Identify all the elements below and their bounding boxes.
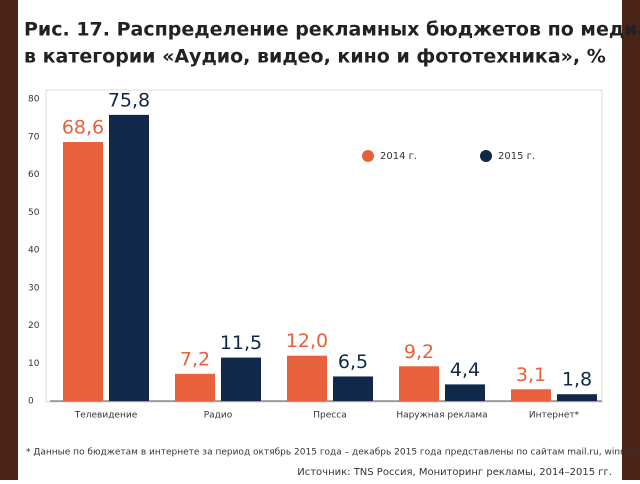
value-label: 1,8 (562, 369, 592, 391)
x-tick-label: Радио (204, 411, 233, 421)
bar (557, 394, 597, 401)
bar (511, 389, 551, 401)
legend-label: 2015 г. (498, 151, 535, 162)
source: Источник: TNS Россия, Мониторинг рекламы… (297, 467, 612, 478)
y-tick-label: 30 (28, 283, 40, 293)
bar (287, 355, 327, 401)
legend-marker (362, 150, 374, 162)
y-tick-label: 20 (28, 321, 40, 331)
y-tick-label: 80 (28, 95, 40, 105)
bar (221, 357, 261, 401)
x-tick-label: Интернет* (529, 411, 580, 421)
y-tick-label: 60 (28, 170, 40, 180)
value-label: 3,1 (516, 364, 546, 386)
y-tick-label: 70 (28, 132, 40, 142)
bar (175, 373, 215, 401)
legend-label: 2014 г. (380, 151, 417, 162)
bar (109, 114, 149, 401)
slide (18, 0, 622, 480)
plot-frame (45, 89, 603, 403)
value-label: 68,6 (62, 117, 104, 139)
chart-title: в категории «Аудио, видео, кино и фототе… (24, 46, 606, 68)
footnote: * Данные по бюджетам в интернете за пери… (26, 448, 640, 458)
bar (333, 376, 373, 401)
bar (445, 384, 485, 401)
y-tick-label: 0 (28, 397, 34, 407)
value-label: 4,4 (450, 359, 480, 381)
y-tick-label: 40 (28, 246, 40, 256)
x-tick-label: Наружная реклама (396, 411, 487, 421)
chart-title: Рис. 17. Распределение рекламных бюджето… (24, 19, 640, 41)
y-tick-label: 50 (28, 208, 40, 218)
value-label: 7,2 (180, 348, 210, 370)
value-label: 6,5 (338, 351, 368, 373)
value-label: 75,8 (108, 89, 150, 111)
x-tick-label: Телевидение (74, 411, 138, 421)
value-label: 11,5 (220, 332, 262, 354)
x-tick-label: Пресса (313, 411, 346, 421)
bar (399, 366, 439, 401)
y-tick-label: 10 (28, 359, 40, 369)
legend-marker (480, 150, 492, 162)
value-label: 9,2 (404, 341, 434, 363)
bar (63, 142, 103, 401)
value-label: 12,0 (286, 330, 328, 352)
